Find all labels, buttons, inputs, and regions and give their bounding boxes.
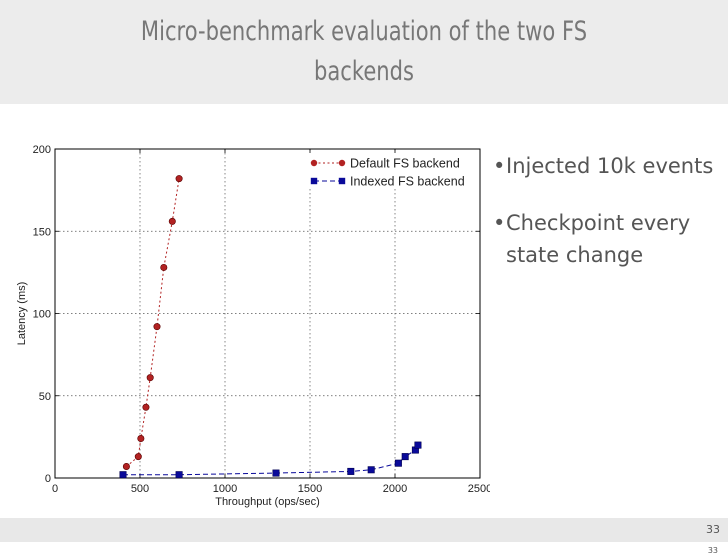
bullet-list: • Injected 10k events • Checkpoint every s… [493, 150, 728, 296]
slide-title-line-1: Micro-benchmark evaluation of the two FS [140, 16, 588, 47]
data-point [175, 175, 183, 183]
legend-label: Indexed FS backend [350, 175, 465, 189]
legend-label: Default FS backend [350, 157, 460, 171]
data-point [414, 441, 422, 449]
x-tick-label: 500 [131, 483, 149, 495]
y-tick-label: 0 [45, 473, 51, 485]
legend-box [304, 153, 479, 189]
data-point [119, 471, 127, 479]
bullet-dot-icon: • [493, 154, 506, 178]
bullet-text: Injected 10k events [506, 154, 714, 178]
bullet-item: • Injected 10k events [493, 150, 728, 182]
x-tick-label: 1000 [213, 483, 237, 495]
data-point [175, 471, 183, 479]
header-band [0, 0, 728, 104]
slide-title-line-2: backends [314, 56, 414, 87]
x-tick-label: 2000 [383, 483, 407, 495]
x-tick-label: 2500 [468, 483, 490, 495]
data-point [122, 462, 130, 470]
footer-band [0, 518, 728, 542]
page-number-small: 33 [707, 546, 718, 555]
legend-marker [310, 177, 318, 185]
data-point [137, 435, 145, 443]
slide-title: Micro-benchmark evaluation of the two FS… [80, 12, 648, 92]
legend-marker [338, 177, 346, 185]
data-point [134, 453, 142, 461]
data-point [153, 323, 161, 331]
bullet-text: Checkpoint every state change [506, 211, 691, 267]
data-point [142, 403, 150, 411]
data-point [160, 263, 168, 271]
y-tick-label: 200 [33, 144, 51, 156]
legend-marker [338, 159, 346, 167]
y-tick-label: 150 [33, 226, 51, 238]
legend-marker [310, 159, 318, 167]
data-point [272, 469, 280, 477]
x-tick-label: 0 [52, 483, 58, 495]
data-point [401, 453, 409, 461]
data-point [347, 467, 355, 475]
page-number: 33 [706, 523, 720, 536]
plot-frame [54, 148, 481, 479]
y-tick-label: 50 [39, 391, 51, 403]
bullet-dot-icon: • [493, 211, 506, 235]
data-point [146, 374, 154, 382]
x-tick-label: 1500 [298, 483, 322, 495]
x-axis-label: Throughput (ops/sec) [215, 496, 320, 508]
data-point [367, 466, 375, 474]
bullet-item: • Checkpoint every state change [493, 207, 728, 271]
y-axis-label: Latency (ms) [16, 282, 28, 346]
data-point [168, 217, 176, 225]
data-point [394, 459, 402, 467]
y-tick-label: 100 [33, 309, 51, 321]
latency-throughput-chart: 0 500 1000 1500 2000 2500 0 50 100 150 200 Throughp… [16, 144, 490, 508]
